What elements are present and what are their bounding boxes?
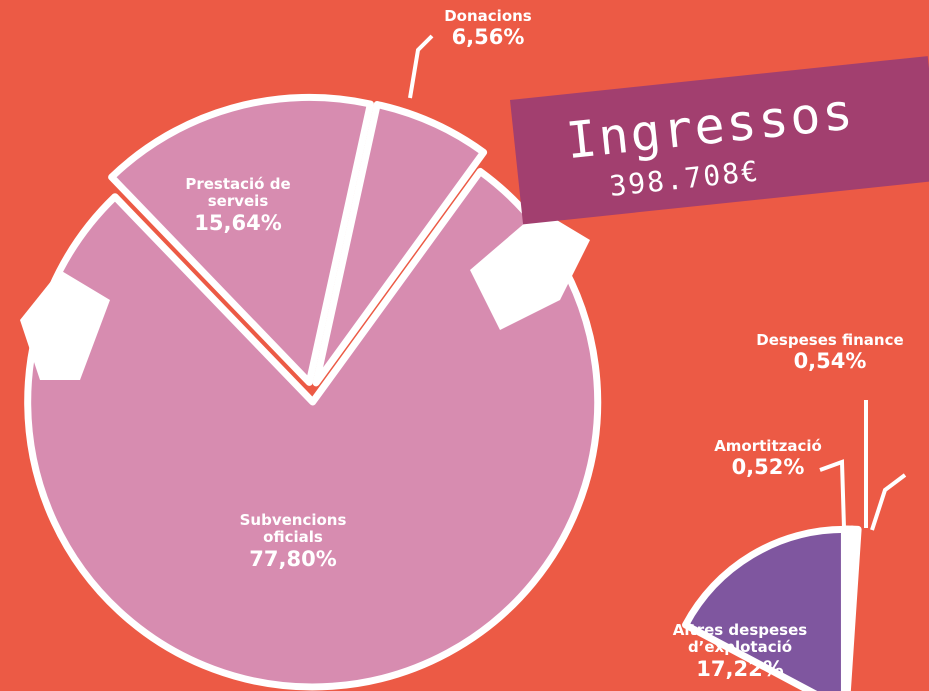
hand xyxy=(470,210,590,330)
pie-slice xyxy=(312,101,488,387)
decoration xyxy=(20,210,590,380)
slice-name: Amortització xyxy=(714,437,822,455)
slice-name: Despeses finance xyxy=(756,331,904,349)
slice-name: Altres despeses d’explotació xyxy=(672,621,808,657)
slice-value: 0,54% xyxy=(793,349,867,374)
pie-slice xyxy=(108,93,374,386)
slice-label: Subvencions oficials 77,80% xyxy=(228,511,358,571)
slice-label: Despeses finance 0,54% xyxy=(730,331,929,374)
pie xyxy=(682,525,862,691)
hand xyxy=(20,270,110,380)
pie xyxy=(24,93,602,691)
slice-value: 15,64% xyxy=(194,210,282,235)
leader-line xyxy=(408,34,434,99)
slice-name: Prestació de serveis xyxy=(185,175,291,211)
slice-label: Prestació de serveis 15,64% xyxy=(168,175,308,235)
slice-name: Donacions xyxy=(444,7,532,25)
leader-line xyxy=(870,473,907,531)
pie-slice xyxy=(682,525,848,691)
slice-label: Donacions 6,56% xyxy=(433,7,543,50)
title: Ingressos xyxy=(563,82,858,171)
slice-value: 6,56% xyxy=(451,25,525,50)
slice-label: Amortització 0,52% xyxy=(708,437,828,480)
pie-slice xyxy=(24,167,602,691)
slice-value: 17,22% xyxy=(696,656,784,681)
slice-value: 0,52% xyxy=(731,455,805,480)
slice-value: 77,80% xyxy=(249,546,337,571)
slice-name: Subvencions oficials xyxy=(239,511,347,547)
leaders xyxy=(408,34,907,531)
pie-slice xyxy=(843,525,862,691)
leader-line xyxy=(819,459,846,529)
slice-label: Altres despeses d’explotació 17,22% xyxy=(655,621,825,681)
